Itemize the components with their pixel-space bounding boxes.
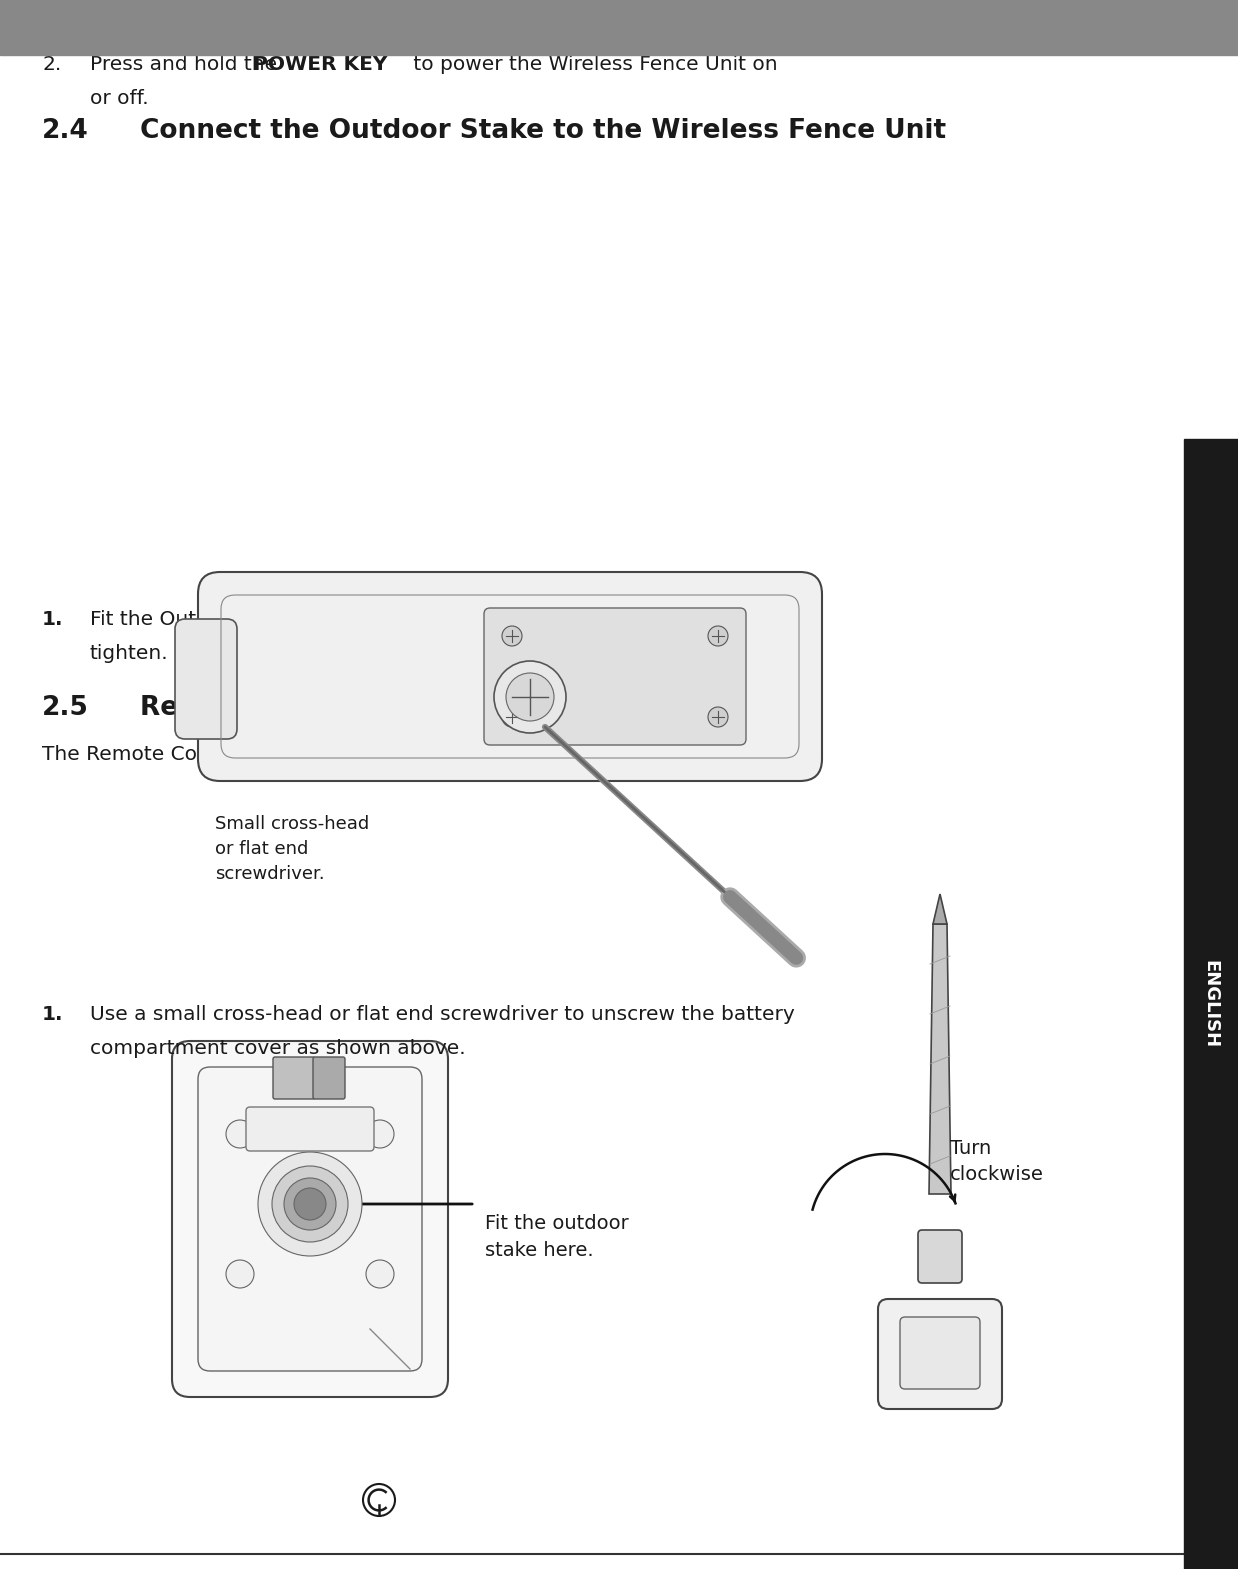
Text: Connect the Outdoor Stake to the Wireless Fence Unit: Connect the Outdoor Stake to the Wireles… [140,118,946,144]
Text: compartment cover as shown above.: compartment cover as shown above. [90,1039,465,1058]
Text: 2.5: 2.5 [42,695,89,722]
Text: 2.: 2. [42,55,61,74]
Text: to power the Wireless Fence Unit on: to power the Wireless Fence Unit on [407,55,777,74]
Bar [1184,439,1238,1569]
Polygon shape [933,894,947,924]
FancyBboxPatch shape [198,573,822,781]
Text: 15: 15 [1188,20,1208,35]
Text: Remote Control Unit Battery Installation: Remote Control Unit Battery Installation [140,695,743,722]
Text: 1.: 1. [42,1006,63,1025]
Circle shape [506,673,553,722]
FancyBboxPatch shape [900,1316,980,1389]
Text: Small cross-head
or flat end
screwdriver.: Small cross-head or flat end screwdriver… [215,814,369,883]
Circle shape [708,626,728,646]
FancyBboxPatch shape [172,1040,448,1396]
Circle shape [284,1178,335,1230]
Text: Turn
clockwise: Turn clockwise [950,1139,1044,1185]
FancyBboxPatch shape [313,1058,345,1098]
FancyBboxPatch shape [919,1230,962,1283]
Text: or off.: or off. [90,89,149,108]
FancyBboxPatch shape [274,1058,314,1098]
Text: The Remote Control Unit uses 2x 1.5V AAA-sized alkaline batteries.: The Remote Control Unit uses 2x 1.5V AAA… [42,745,722,764]
Text: Use a small cross-head or flat end screwdriver to unscrew the battery: Use a small cross-head or flat end screw… [90,1006,795,1025]
Text: POWER KEY: POWER KEY [253,55,387,74]
Circle shape [258,1152,361,1257]
FancyBboxPatch shape [878,1299,1002,1409]
Text: 2.4: 2.4 [42,118,89,144]
Text: Fit the outdoor
stake here.: Fit the outdoor stake here. [485,1214,629,1260]
FancyBboxPatch shape [246,1108,374,1152]
Text: ENGLISH: ENGLISH [1202,960,1219,1048]
Circle shape [501,708,522,726]
Text: Fit the Outdoor Stake to the Wireless Fence Unit and turn clockwise to: Fit the Outdoor Stake to the Wireless Fe… [90,610,797,629]
Circle shape [227,1260,254,1288]
Circle shape [366,1120,394,1149]
Circle shape [501,626,522,646]
Circle shape [272,1166,348,1243]
Text: Getting Started: Getting Started [45,20,163,35]
FancyBboxPatch shape [175,620,236,739]
Text: 1.: 1. [42,610,63,629]
Text: Press and hold the: Press and hold the [90,55,284,74]
Circle shape [366,1260,394,1288]
Circle shape [227,1120,254,1149]
Circle shape [363,1484,395,1516]
Polygon shape [928,924,951,1194]
Bar [0,0,1238,55]
Text: tighten.: tighten. [90,643,168,664]
Circle shape [293,1188,326,1221]
Circle shape [494,661,566,733]
FancyBboxPatch shape [484,609,747,745]
Circle shape [708,708,728,726]
FancyBboxPatch shape [198,1067,422,1371]
